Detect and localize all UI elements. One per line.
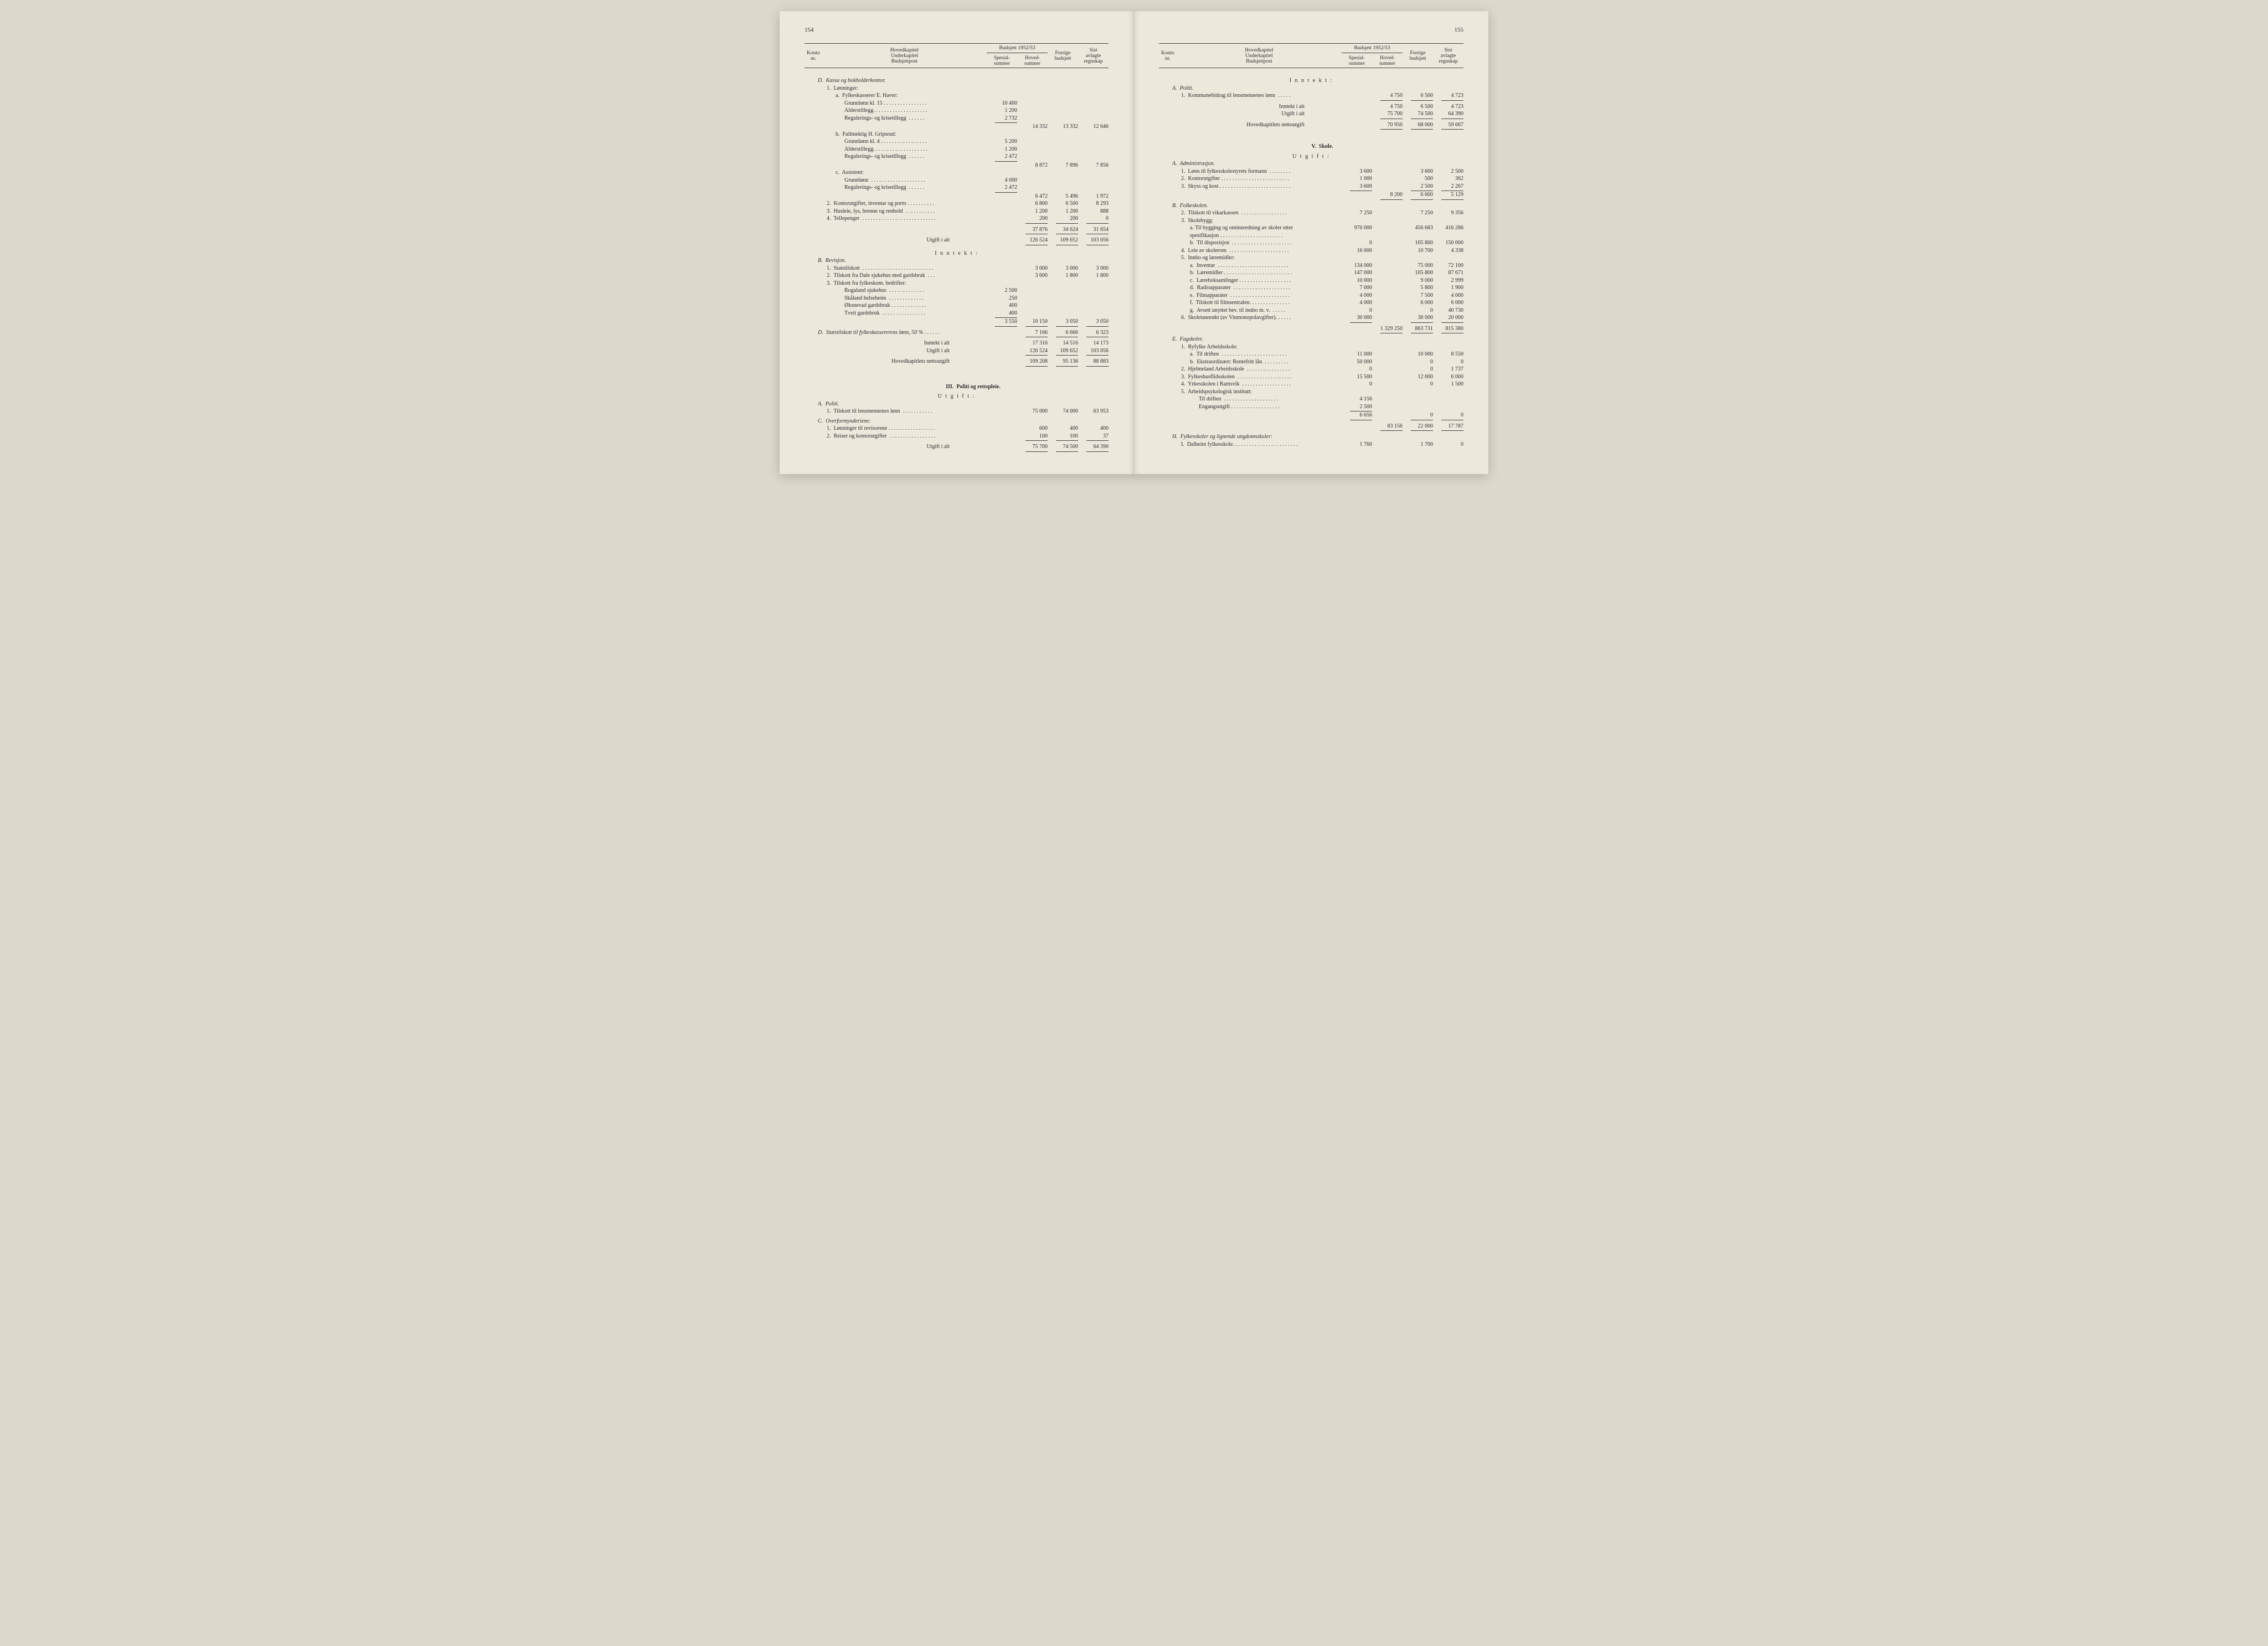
page-154: 154 Konto nr. Hovedkapitel Underkapitel … [780, 11, 1134, 474]
hdr-hovedsum: Hoved- summer [1017, 53, 1048, 68]
d1c: c. Assistent: [836, 169, 1109, 177]
hdr-spesial: Spesial- summer [987, 53, 1017, 68]
d1b: b. Fullmektig H. Gripsrud: [836, 131, 1109, 138]
book-spread: 154 Konto nr. Hovedkapitel Underkapitel … [780, 11, 1488, 474]
utgift-ialt: Utgift i alt [805, 236, 956, 244]
rg: 12 646 [1078, 123, 1109, 131]
d1b2: Alderstillegg. . . . . . . . . . . . . .… [844, 146, 987, 153]
inntekt-hdr: I n n t e k t : [805, 250, 1109, 258]
column-header: Konto nr. Hovedkapitel Underkapitel Buds… [805, 43, 1109, 68]
hdr-hoved: Hovedkapitel Underkapitel Budsjettpost [822, 44, 987, 68]
column-header: Konto nr. Hovedkapitel Underkapitel Buds… [1159, 43, 1463, 68]
section-iii: III. Politi og rettspleie. [805, 383, 1109, 391]
hdr-konto: Konto nr. [805, 44, 822, 68]
hdr-forrige: Forrige budsjett [1048, 44, 1078, 68]
page-body: D. Kassa og bokholderkontor. 1. Lønninge… [805, 75, 1109, 452]
sum: 14 332 [1017, 123, 1048, 131]
v: 2 732 [987, 115, 1017, 124]
section-v: V. Skole. [1159, 143, 1463, 151]
v: 1 200 [987, 107, 1017, 115]
section-d-title: D. Kassa og bokholderkontor. [818, 77, 1109, 85]
page-155: 155 Konto nr. Hovedkapitel Underkapitel … [1134, 11, 1488, 474]
d1a2: Alderstillegg. . . . . . . . . . . . . .… [844, 107, 987, 115]
fb: 13 332 [1048, 123, 1078, 131]
d1: 1. Lønninger: [827, 85, 1109, 92]
page-number: 154 [805, 27, 814, 33]
d1a3: Regulerings- og krisetillegg . . . . . . [844, 115, 987, 122]
d1a: a. Fylkeskasserer E. Haver: [836, 92, 1109, 100]
hdr-sist: Sist avlagte regnskap [1078, 44, 1109, 68]
d1b1: Grunnlønn kl. 4 . . . . . . . . . . . . … [844, 138, 987, 146]
hdr-budsjett: Budsjett 1952/53 [987, 44, 1048, 53]
page-body: I n n t e k t : A. Politi. 1. Kommunebid… [1159, 75, 1463, 448]
page-number: 155 [1455, 27, 1464, 33]
d1a1: Grunnlønn kl. 15 . . . . . . . . . . . .… [844, 100, 987, 107]
d1b3: Regulerings- og krisetillegg . . . . . . [844, 153, 987, 161]
v: 10 400 [987, 100, 1017, 107]
